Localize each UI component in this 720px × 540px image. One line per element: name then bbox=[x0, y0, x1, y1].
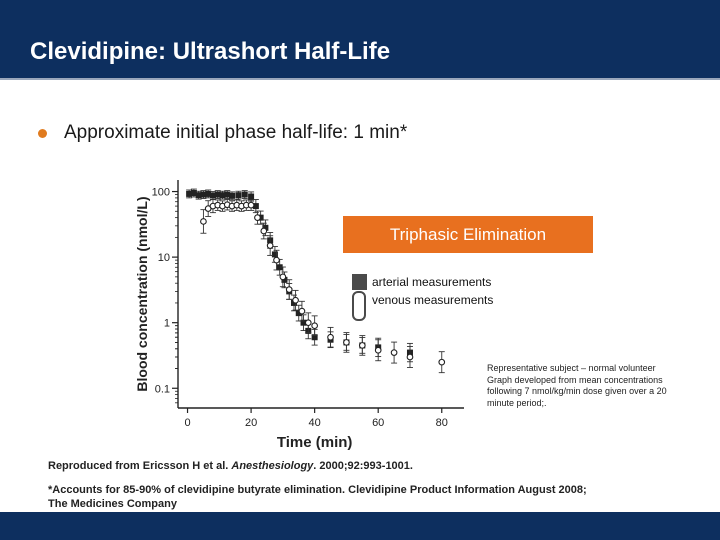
x-tick-label: 0 bbox=[184, 417, 190, 429]
arterial-data-point bbox=[300, 319, 307, 326]
x-tick-label: 80 bbox=[436, 417, 448, 429]
arterial-data-point bbox=[235, 192, 242, 199]
arterial-data-point bbox=[241, 191, 248, 198]
y-tick-label: 1 bbox=[164, 318, 170, 330]
venous-data-point bbox=[343, 339, 350, 346]
venous-data-point bbox=[254, 214, 261, 221]
arterial-data-point bbox=[281, 276, 288, 283]
slide-title: Clevidipine: Ultrashort Half-Life bbox=[30, 38, 391, 65]
title-divider bbox=[0, 78, 720, 80]
filled-square-marker-icon bbox=[352, 274, 367, 290]
x-axis-label: Time (min) bbox=[277, 434, 353, 451]
legend-arterial-label: arterial measurements bbox=[372, 275, 492, 289]
arterial-data-point bbox=[219, 192, 226, 199]
bullet-icon bbox=[38, 128, 47, 138]
venous-data-point bbox=[285, 286, 293, 293]
subject-note-line: following 7 nmol/kg/min dose given over … bbox=[487, 386, 667, 396]
legend-venous-label: venous measurements bbox=[372, 293, 494, 307]
legend-venous: venous measurements bbox=[352, 290, 494, 321]
reference-citation: Reproduced from Ericsson H et al. Anesth… bbox=[48, 460, 413, 472]
title-bar: Clevidipine: Ultrashort Half-Life bbox=[0, 0, 720, 78]
arterial-data-point bbox=[248, 193, 255, 200]
arterial-data-point bbox=[271, 251, 278, 258]
triphasic-callout: Triphasic Elimination bbox=[343, 216, 593, 253]
arterial-data-point bbox=[190, 190, 197, 197]
venous-data-point bbox=[247, 201, 255, 209]
venous-data-point bbox=[292, 296, 299, 304]
y-axis-label: Blood concentration (nmol/L) bbox=[134, 196, 150, 391]
venous-data-point bbox=[260, 227, 268, 235]
arterial-data-point bbox=[229, 192, 236, 199]
arterial-data-point bbox=[311, 334, 318, 341]
venous-data-point bbox=[304, 319, 312, 327]
bottom-bar bbox=[0, 512, 720, 540]
subject-note-line: Graph developed from mean concentrations bbox=[487, 374, 663, 385]
reference-prefix: Reproduced from Ericsson H et al. bbox=[48, 460, 232, 472]
venous-data-point bbox=[266, 242, 274, 249]
subject-note: Representative subject – normal voluntee… bbox=[487, 363, 712, 409]
arterial-data-point bbox=[224, 191, 231, 198]
bullet-text: Approximate initial phase half-life: 1 m… bbox=[64, 122, 408, 143]
bullet-item: Approximate initial phase half-life: 1 m… bbox=[38, 120, 407, 146]
footnote: *Accounts for 85-90% of clevidipine buty… bbox=[48, 484, 587, 510]
subject-note-line: Representative subject – normal voluntee… bbox=[487, 363, 656, 373]
venous-data-point bbox=[200, 218, 207, 225]
venous-data-point bbox=[298, 307, 306, 315]
arterial-data-point bbox=[200, 191, 207, 198]
venous-data-point bbox=[374, 346, 382, 354]
venous-data-point bbox=[311, 322, 318, 330]
y-tick-label: 0.1 bbox=[155, 383, 170, 395]
y-tick-label: 100 bbox=[152, 187, 170, 199]
arterial-data-point bbox=[186, 190, 193, 197]
arterial-data-point bbox=[262, 224, 269, 231]
open-circle-marker-icon bbox=[352, 291, 366, 321]
venous-data-point bbox=[406, 353, 414, 361]
legend-arterial: arterial measurements bbox=[352, 272, 491, 292]
venous-data-point bbox=[390, 349, 398, 356]
venous-data-point bbox=[438, 358, 446, 366]
y-tick-label: 10 bbox=[158, 252, 170, 264]
arterial-data-point bbox=[205, 190, 212, 197]
reference-journal: Anesthesiology bbox=[231, 460, 314, 472]
arterial-data-point bbox=[295, 310, 302, 317]
arterial-data-point bbox=[252, 203, 259, 210]
concentration-chart: 100 10 1 0.1 0 20 40 60 80 Time (min) Blood concen… bbox=[134, 180, 464, 451]
arterial-data-point bbox=[214, 191, 221, 198]
arterial-data-point bbox=[195, 192, 202, 199]
arterial-data-point bbox=[209, 192, 216, 199]
venous-data-point bbox=[273, 256, 280, 264]
arterial-data-point bbox=[276, 264, 283, 271]
venous-data-point bbox=[327, 333, 334, 341]
venous-data-point bbox=[279, 273, 287, 281]
reference-suffix: . 2000;92:993-1001. bbox=[313, 460, 413, 472]
venous-data-point bbox=[358, 342, 366, 349]
x-tick-label: 60 bbox=[372, 417, 384, 429]
x-tick-label: 40 bbox=[309, 417, 321, 429]
subject-note-line: minute period;. bbox=[487, 397, 547, 408]
x-tick-label: 20 bbox=[245, 417, 257, 429]
